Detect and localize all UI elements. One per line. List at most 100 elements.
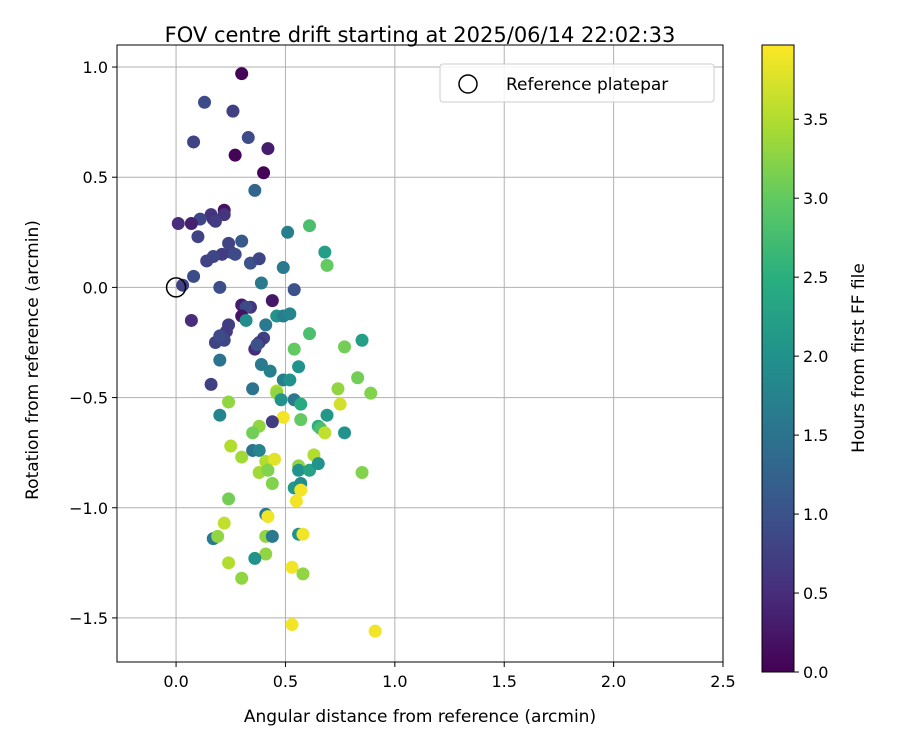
data-point [338, 340, 352, 354]
data-point [248, 183, 262, 197]
data-point [213, 329, 227, 343]
data-point [208, 214, 222, 228]
data-point [235, 67, 249, 81]
y-axis-ticks: 1.0 0.5 0.0 −0.5 −1.0 −1.5 [69, 58, 117, 628]
data-point [265, 477, 279, 491]
colorbar-label: Hours from first FF file [849, 263, 869, 453]
data-point [355, 333, 369, 347]
data-point [235, 234, 249, 248]
data-point [184, 313, 198, 327]
data-point [285, 618, 299, 632]
data-point [296, 567, 310, 581]
colorbar-gradient [761, 44, 795, 673]
colorbar-tick-label: 3.5 [803, 110, 828, 129]
y-tick-label: 0.0 [83, 278, 108, 297]
data-point [296, 527, 310, 541]
data-point [265, 294, 279, 308]
x-tick-label: 1.0 [382, 672, 407, 691]
colorbar-tick-label: 2.0 [803, 347, 828, 366]
y-tick-label: 0.5 [83, 168, 108, 187]
data-point [235, 571, 249, 585]
data-point [268, 452, 282, 466]
colorbar-ticks: 0.0 0.5 1.0 1.5 2.0 2.5 3.0 3.5 [794, 110, 828, 682]
legend-box [439, 63, 715, 103]
data-point [318, 245, 332, 259]
data-point [250, 338, 264, 352]
data-point [248, 551, 262, 565]
data-point [292, 463, 306, 477]
colorbar: 0.0 0.5 1.0 1.5 2.0 2.5 3.0 3.5 Hours from firs… [761, 44, 869, 682]
data-point [261, 463, 275, 477]
data-point [292, 360, 306, 374]
y-tick-label: −1.0 [69, 499, 108, 518]
data-point [263, 364, 277, 378]
data-point [257, 166, 271, 180]
data-point [320, 258, 334, 272]
data-point [351, 371, 365, 385]
colorbar-tick-label: 3.0 [803, 189, 828, 208]
data-point [261, 142, 275, 156]
data-point [283, 307, 297, 321]
data-point [338, 426, 352, 440]
data-point [222, 492, 236, 506]
data-point [303, 327, 317, 341]
data-point [265, 415, 279, 429]
data-point [187, 269, 201, 283]
colorbar-tick-label: 1.5 [803, 426, 828, 445]
data-point [283, 373, 297, 387]
data-point [211, 529, 225, 543]
data-point [259, 318, 273, 332]
data-point [276, 261, 290, 275]
data-point [187, 135, 201, 149]
data-point [222, 395, 236, 409]
data-point [289, 494, 303, 508]
data-point [285, 560, 299, 574]
plot-frame [116, 44, 724, 663]
data-point [294, 397, 308, 411]
x-tick-label: 0.5 [273, 672, 298, 691]
data-point [364, 386, 378, 400]
data-point [184, 216, 198, 230]
data-point [228, 148, 242, 162]
chart-title: FOV centre drift starting at 2025/06/14 … [165, 23, 676, 47]
grid [117, 45, 724, 662]
x-axis-label: Angular distance from reference (arcmin) [244, 707, 596, 727]
legend-label: Reference platepar [506, 75, 668, 95]
x-tick-label: 2.5 [710, 672, 735, 691]
data-point [274, 393, 288, 407]
x-tick-label: 2.0 [601, 672, 626, 691]
data-point [171, 216, 185, 230]
data-point [333, 397, 347, 411]
data-point [294, 413, 308, 427]
data-point [320, 408, 334, 422]
data-point [204, 377, 218, 391]
data-point [200, 254, 214, 268]
data-point [213, 280, 227, 294]
data-point [259, 547, 273, 561]
colorbar-tick-label: 0.0 [803, 663, 828, 682]
data-point [239, 313, 253, 327]
legend: Reference platepar [439, 63, 715, 103]
data-point [224, 439, 238, 453]
x-axis-ticks: 0.0 0.5 1.0 1.5 2.0 2.5 [163, 662, 736, 691]
data-points [171, 67, 382, 638]
x-tick-label: 0.0 [163, 672, 188, 691]
data-point [287, 342, 301, 356]
data-point [281, 225, 295, 239]
colorbar-tick-label: 1.0 [803, 505, 828, 524]
legend-marker-icon [458, 74, 478, 94]
data-point [213, 408, 227, 422]
data-point [265, 529, 279, 543]
y-axis-label: Rotation from reference (arcmin) [23, 220, 43, 500]
data-point [252, 443, 266, 457]
data-point [303, 219, 317, 233]
colorbar-tick-label: 0.5 [803, 584, 828, 603]
reference-marker [165, 277, 187, 298]
data-point [254, 276, 268, 290]
y-tick-label: −1.5 [69, 609, 108, 628]
data-point [311, 457, 325, 471]
data-point [287, 283, 301, 297]
data-point [217, 516, 231, 530]
data-point [235, 450, 249, 464]
